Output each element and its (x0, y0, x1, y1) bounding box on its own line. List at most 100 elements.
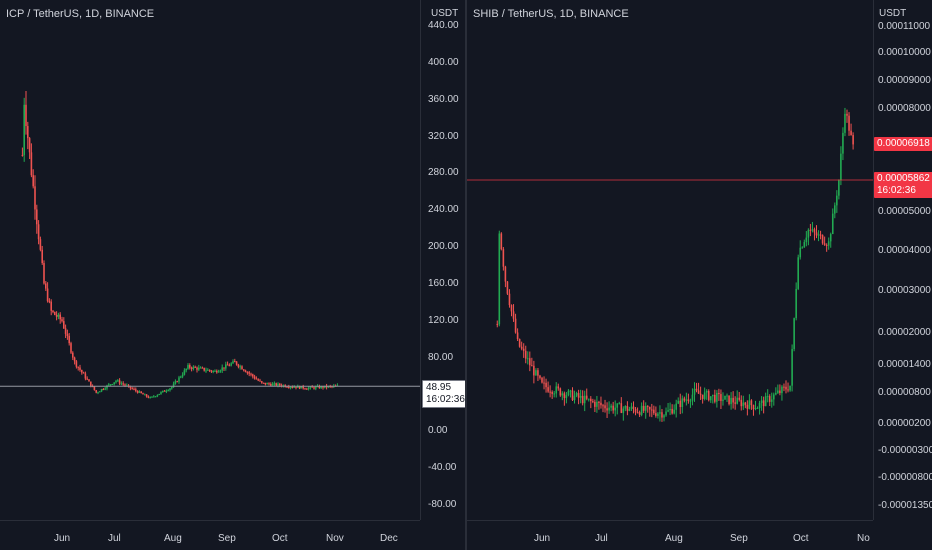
icp-candle (113, 382, 115, 385)
icp-candle (79, 367, 81, 370)
shib-candle (764, 396, 767, 407)
icp-candle (205, 370, 207, 372)
shib-candle (775, 392, 777, 395)
shib-candle (842, 132, 844, 154)
right-countdown: 16:02:36 (877, 185, 916, 196)
icp-candle (232, 361, 234, 364)
left-price-tick: 200.00 (428, 241, 459, 253)
shib-candle (709, 396, 712, 401)
icp-candlestick-chart[interactable] (0, 0, 465, 550)
icp-candle (135, 389, 137, 391)
left-last-price: 48.95 (426, 382, 452, 393)
icp-candle (243, 369, 245, 371)
icp-candle (30, 152, 33, 176)
icp-candle (70, 343, 72, 353)
left-price-tick: 440.00 (428, 20, 459, 31)
right-price-tick: 0.00003000 (878, 285, 931, 296)
icp-candle (279, 383, 281, 386)
left-time-tick: Oct (272, 533, 288, 544)
shib-candle (714, 394, 716, 402)
shib-candle (825, 244, 828, 246)
icp-candle (138, 391, 141, 393)
icp-candle (75, 361, 78, 367)
shib-candle (836, 195, 838, 206)
left-price-tick: 120.00 (428, 314, 459, 326)
icp-candle (208, 369, 211, 371)
icp-candle (61, 319, 63, 322)
shib-candle (646, 406, 649, 408)
shib-candle (506, 281, 509, 294)
shib-candle (610, 405, 612, 408)
icp-candle (304, 388, 306, 390)
shib-candlestick-chart[interactable] (467, 0, 932, 550)
shib-candle (852, 135, 854, 145)
shib-candle (648, 406, 651, 410)
shib-candle (498, 233, 501, 325)
icp-candle (176, 381, 178, 383)
right-price-tick: 0.00005000 (878, 206, 931, 217)
left-price-tick: 280.00 (428, 167, 459, 179)
left-price-tick: 0.00 (428, 425, 448, 437)
icp-candle (97, 392, 99, 394)
shib-candle (762, 400, 765, 407)
icp-candle (165, 390, 168, 392)
icp-candle (201, 367, 204, 369)
shib-candle (760, 400, 763, 403)
shib-candle (628, 409, 631, 411)
icp-candle (203, 367, 205, 371)
shib-candle (640, 405, 643, 415)
icp-candle (23, 104, 25, 156)
shib-candle (531, 365, 533, 367)
shib-candle (545, 382, 547, 388)
left-time-tick: Jun (54, 533, 71, 544)
icp-candle (39, 239, 42, 250)
icp-candle (59, 314, 61, 320)
icp-candle (82, 372, 85, 374)
shib-candle (722, 399, 724, 401)
icp-candle (253, 376, 256, 379)
shib-candle (592, 401, 594, 403)
shib-candle (831, 213, 834, 235)
pane-separator[interactable] (465, 0, 467, 550)
icp-candle (156, 395, 159, 397)
left-price-tick: -40.00 (428, 462, 457, 474)
icp-candle (50, 301, 52, 311)
shib-candle (773, 394, 775, 400)
shib-candle (699, 393, 702, 395)
shib-candle (602, 405, 604, 407)
shib-candle (632, 406, 635, 409)
shib-candle (659, 412, 661, 414)
shib-candle (821, 235, 824, 244)
shib-candle (752, 405, 755, 410)
icp-candle (108, 384, 110, 386)
icp-candle (288, 386, 290, 388)
right-time-tick: Jun (534, 533, 551, 544)
icp-candle (37, 224, 40, 240)
shib-candle (563, 393, 566, 399)
left-chart-pane[interactable]: ICP / TetherUS, 1D, BINANCE USDT 440.00 4… (0, 0, 469, 550)
shib-candle (834, 205, 836, 214)
shib-candle (701, 394, 704, 399)
shib-candle (626, 405, 629, 411)
right-chart-pane[interactable]: SHIB / TetherUS, 1D, BINANCE USDT 0.0001… (467, 0, 932, 550)
shib-candle (516, 332, 519, 340)
icp-candle (293, 386, 295, 388)
shib-candle (724, 395, 726, 400)
icp-candle (259, 380, 261, 382)
icp-candle (219, 370, 222, 372)
icp-candle (198, 367, 200, 370)
icp-candle (63, 321, 65, 329)
icp-candle (129, 385, 132, 389)
shib-candle (677, 400, 680, 404)
shib-candle (669, 408, 671, 411)
right-price-tick: -0.00000300 (878, 445, 932, 456)
shib-candle (732, 397, 734, 403)
right-time-tick: Aug (665, 533, 683, 544)
icp-candle (315, 386, 317, 389)
right-price-tick: 0.00000800 (878, 387, 931, 398)
shib-candle (801, 247, 804, 249)
shib-candle (653, 409, 655, 414)
icp-candle (194, 366, 196, 368)
icp-candle (95, 390, 97, 393)
shib-candle (543, 382, 545, 384)
